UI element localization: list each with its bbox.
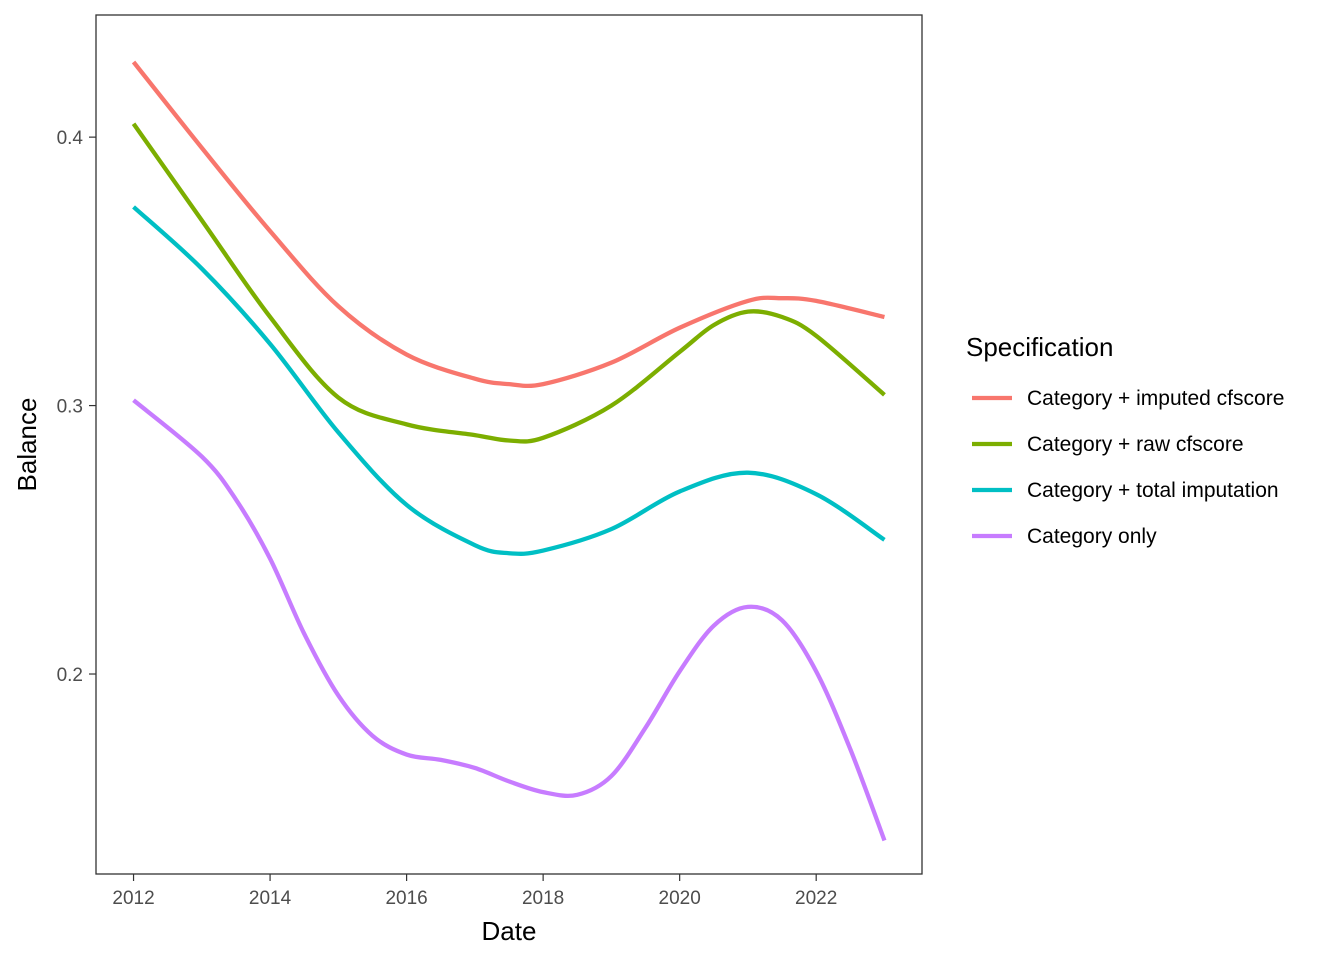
series-layer <box>131 60 887 842</box>
y-tick-label: 0.4 <box>57 128 84 149</box>
y-axis-title: Balance <box>12 398 42 492</box>
y-axis: 0.2 0.3 0.4 <box>57 128 96 686</box>
x-tick-label: 2016 <box>385 888 427 909</box>
legend: Specification Category + imputed cfscore… <box>966 332 1284 548</box>
x-axis-title: Date <box>482 916 537 946</box>
series-line-category-only <box>132 398 887 842</box>
x-tick-label: 2014 <box>249 888 292 909</box>
series-line-category-total-imputation <box>132 205 886 556</box>
legend-label-category-only: Category only <box>1027 525 1157 548</box>
y-tick-label: 0.3 <box>57 397 83 418</box>
x-tick-label: 2012 <box>112 888 154 909</box>
legend-title: Specification <box>966 332 1113 362</box>
legend-label-category-imputed-cfscore: Category + imputed cfscore <box>1027 387 1284 410</box>
x-tick-label: 2020 <box>659 888 701 909</box>
legend-label-category-total-imputation: Category + total imputation <box>1027 479 1279 502</box>
series-line-category-raw-cfscore <box>131 122 886 444</box>
legend-label-category-raw-cfscore: Category + raw cfscore <box>1027 433 1244 456</box>
x-tick-label: 2022 <box>795 888 837 909</box>
y-tick-label: 0.2 <box>57 665 83 686</box>
series-line-category-imputed-cfscore <box>131 60 885 389</box>
x-tick-label: 2018 <box>522 888 564 909</box>
plot-panel-border <box>95 14 923 875</box>
x-axis: 2012 2014 2016 2018 2020 2022 <box>112 874 837 909</box>
